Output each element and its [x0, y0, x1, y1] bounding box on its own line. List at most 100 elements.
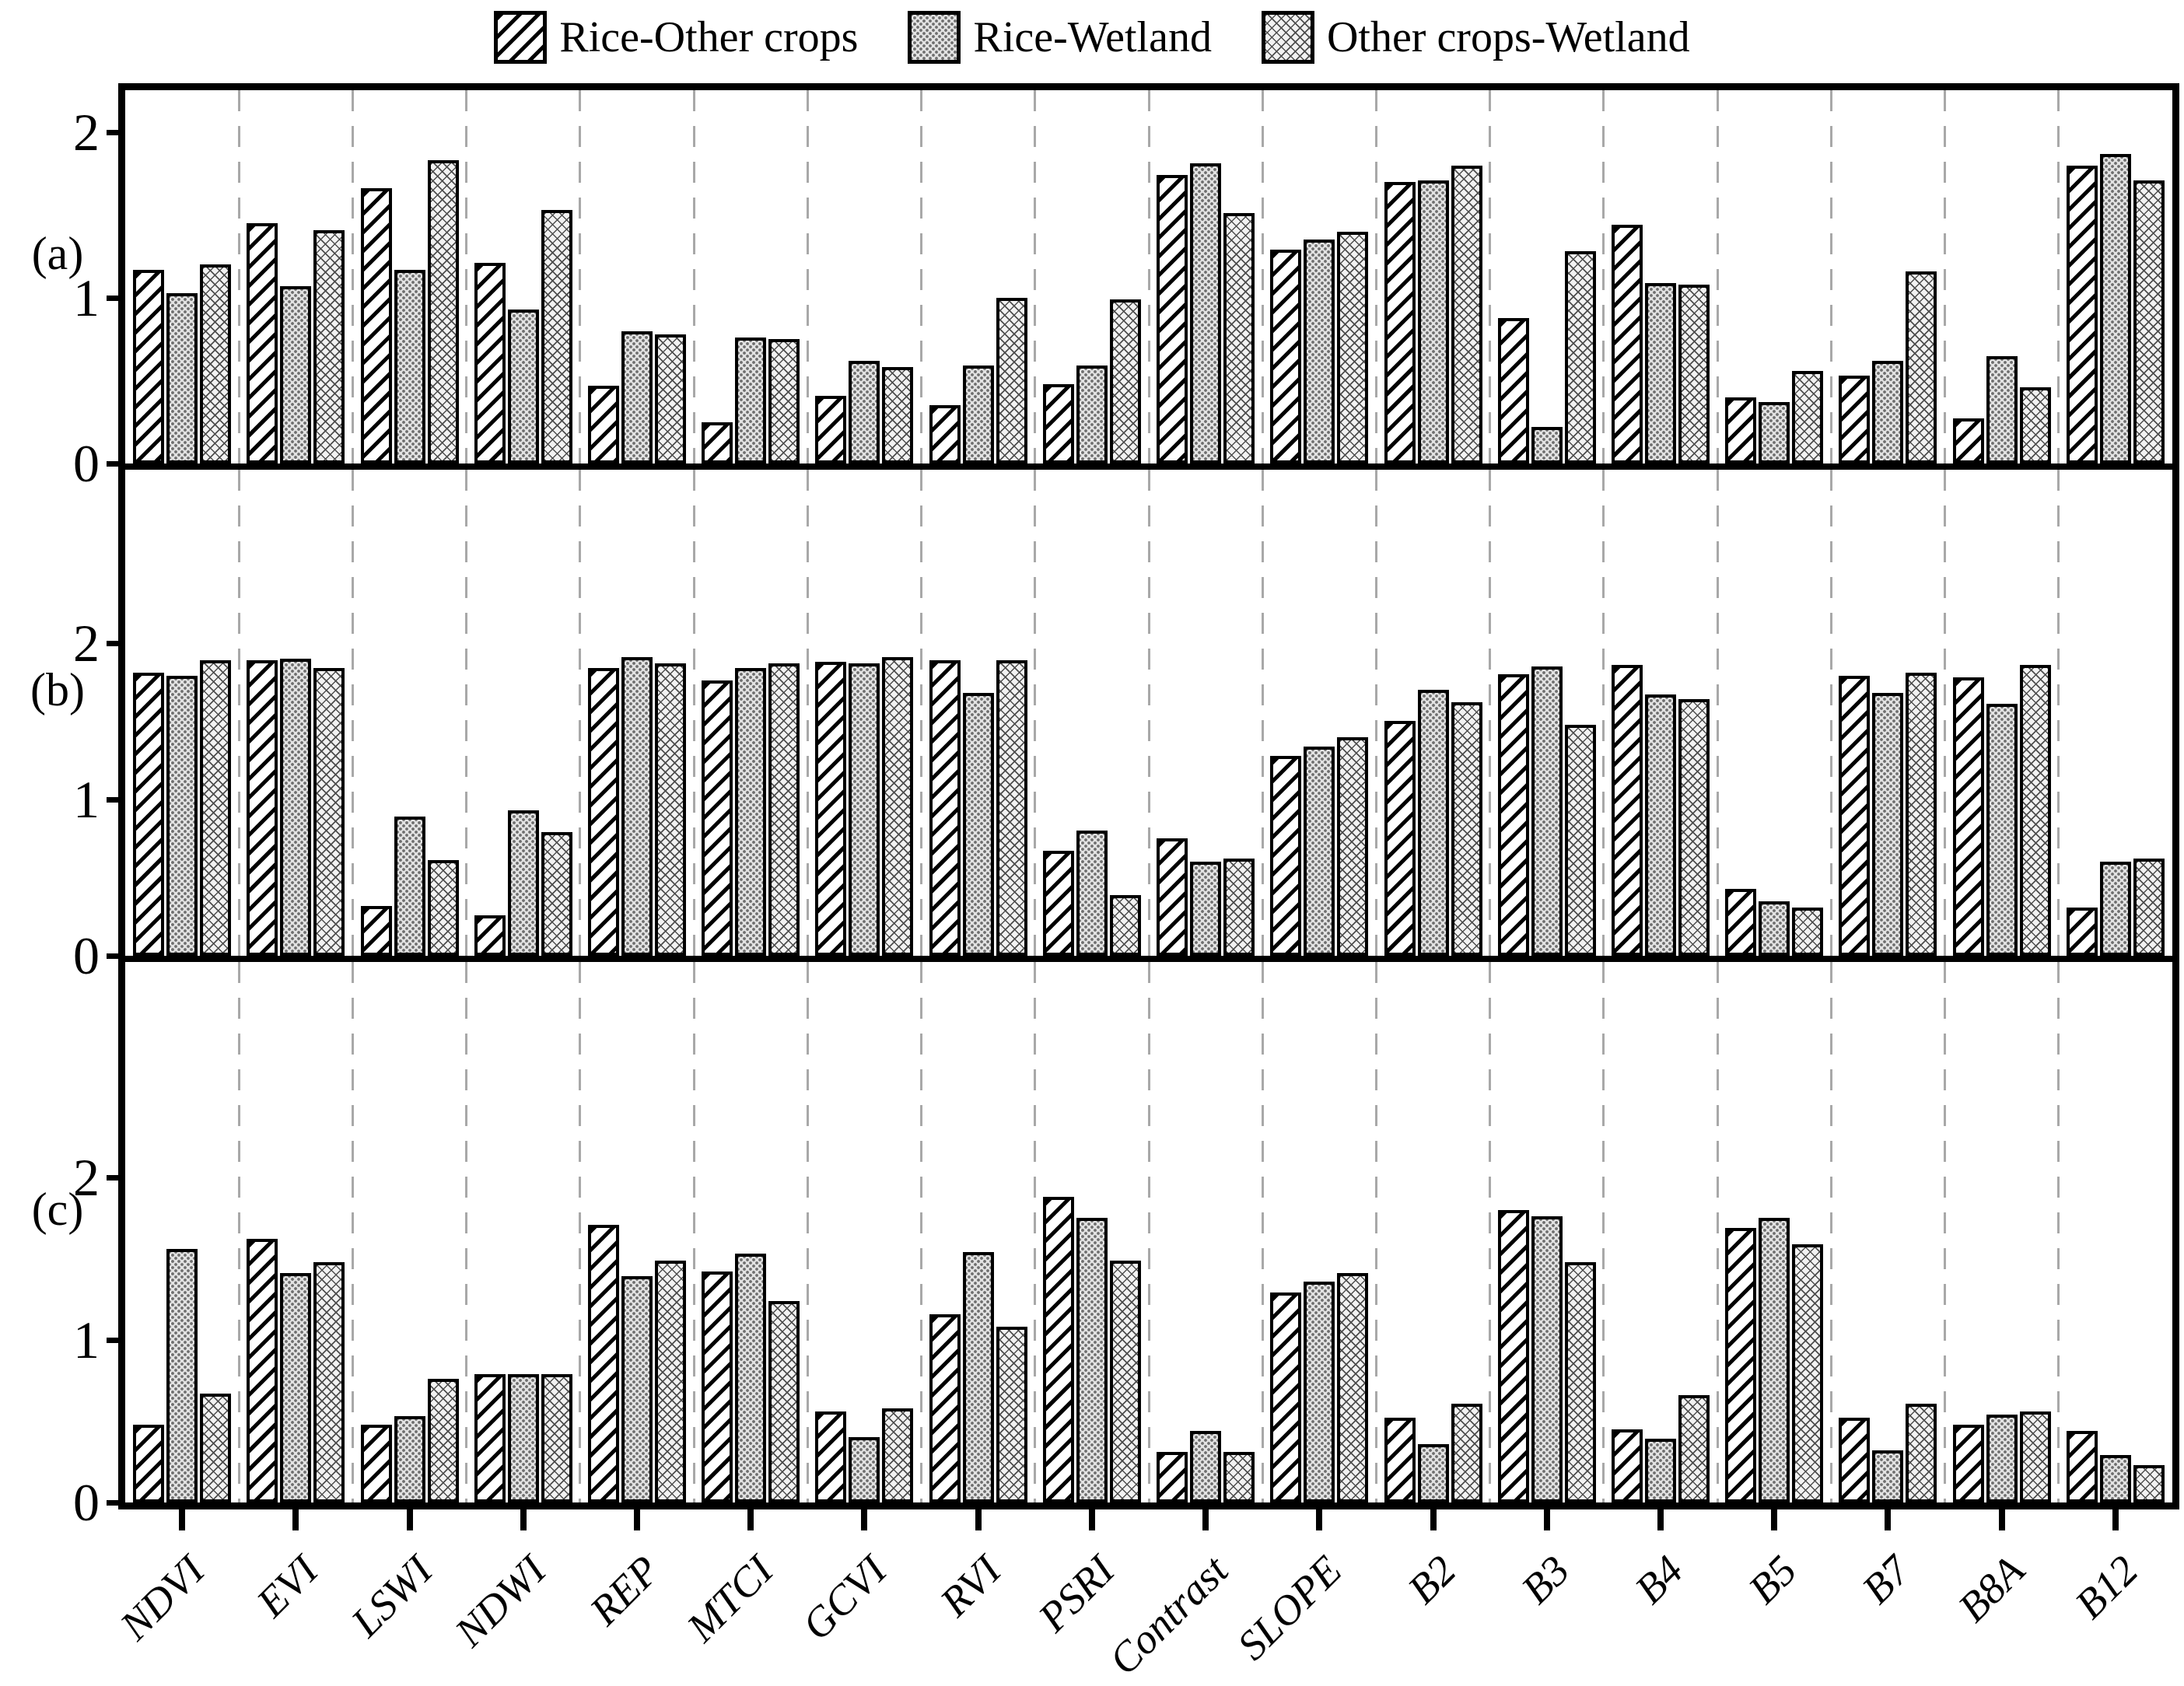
- bar-a-B12-other_wetland: [2133, 180, 2165, 463]
- legend-item-other-crops-wetland: Other crops-Wetland: [1261, 11, 1690, 64]
- x-tick: [1430, 1509, 1437, 1530]
- bar-c-B8A-rice_wetland: [1986, 1415, 2018, 1502]
- bar-a-SLOPE-other_wetland: [1337, 232, 1368, 463]
- bar-c-B5-rice_other: [1725, 1228, 1756, 1502]
- gridline: [1034, 470, 1037, 956]
- panel-label-a: (a): [31, 228, 84, 279]
- bar-a-SLOPE-rice_wetland: [1304, 240, 1335, 463]
- y-tick-label: 0: [73, 1473, 100, 1532]
- gridline: [1374, 962, 1377, 1502]
- bar-b-RVI-other_wetland: [996, 660, 1027, 956]
- bar-c-B3-rice_wetland: [1531, 1216, 1563, 1502]
- y-tick: [107, 797, 125, 803]
- gridline: [2057, 470, 2060, 956]
- bar-c-B5-rice_wetland: [1759, 1218, 1790, 1502]
- bar-a-MTCI-other_wetland: [768, 339, 800, 463]
- bar-b-B3-rice_wetland: [1531, 666, 1563, 956]
- gridline: [1261, 470, 1264, 956]
- x-tick: [634, 1509, 640, 1530]
- bar-a-PSRI-rice_other: [1043, 384, 1074, 463]
- bar-b-B8A-rice_other: [1953, 677, 1984, 956]
- gridline: [579, 962, 582, 1502]
- bar-a-B8A-rice_other: [1953, 418, 1984, 463]
- bar-c-B3-rice_other: [1498, 1210, 1529, 1502]
- y-tick-label: 0: [73, 926, 100, 985]
- bar-c-NDVI-other_wetland: [200, 1394, 231, 1502]
- y-tick: [107, 461, 125, 467]
- plot-frame: [118, 83, 2179, 1509]
- bar-b-B12-other_wetland: [2133, 859, 2165, 956]
- bar-b-GCVI-other_wetland: [882, 657, 913, 956]
- panel-label-c: (c): [31, 1183, 84, 1235]
- x-tick: [1657, 1509, 1664, 1530]
- bar-b-RVI-rice_other: [929, 660, 961, 956]
- bar-c-B2-rice_wetland: [1418, 1444, 1449, 1502]
- bar-b-NDVI-rice_other: [133, 673, 164, 956]
- bar-a-NDVI-rice_wetland: [166, 293, 198, 463]
- x-tick: [1088, 1509, 1095, 1530]
- y-tick: [107, 1175, 125, 1181]
- bar-a-B7-rice_other: [1839, 376, 1870, 463]
- bar-c-B7-rice_wetland: [1872, 1450, 1903, 1502]
- bar-c-SLOPE-rice_other: [1270, 1292, 1301, 1502]
- x-tick: [520, 1509, 527, 1530]
- panel-label-b: (b): [30, 663, 85, 715]
- gridline: [1716, 962, 1719, 1502]
- bar-b-Contrast-rice_wetland: [1190, 862, 1221, 956]
- bar-b-NDVI-rice_wetland: [166, 676, 198, 956]
- bar-a-EVI-other_wetland: [313, 230, 345, 463]
- gridline: [1944, 90, 1947, 463]
- bar-a-B2-other_wetland: [1451, 166, 1482, 463]
- bar-b-MTCI-other_wetland: [768, 663, 800, 956]
- bar-c-NDWI-rice_other: [474, 1374, 506, 1502]
- x-tick: [292, 1509, 299, 1530]
- bar-a-Contrast-rice_other: [1157, 175, 1188, 463]
- x-category-label-text: RVI: [930, 1546, 1010, 1625]
- x-category-label-text: MTCI: [677, 1546, 782, 1651]
- y-tick: [107, 1500, 125, 1506]
- bar-a-LSWI-rice_wetland: [394, 270, 425, 463]
- bar-a-PSRI-other_wetland: [1110, 299, 1141, 463]
- bar-a-B4-rice_wetland: [1645, 283, 1676, 463]
- bar-b-MTCI-rice_other: [702, 680, 733, 956]
- x-tick: [1771, 1509, 1778, 1530]
- x-tick: [1885, 1509, 1892, 1530]
- bar-b-B8A-other_wetland: [2020, 665, 2051, 956]
- bar-b-NDWI-rice_other: [474, 915, 506, 956]
- x-category-label-text: B2: [1398, 1546, 1465, 1613]
- bar-c-B4-other_wetland: [1678, 1395, 1710, 1502]
- bar-a-B12-rice_wetland: [2100, 154, 2131, 463]
- bar-c-RVI-rice_wetland: [963, 1252, 994, 1502]
- bar-c-REP-rice_wetland: [621, 1276, 653, 1502]
- bar-a-B7-other_wetland: [1906, 271, 1937, 463]
- gridline: [1944, 470, 1947, 956]
- bar-b-B12-rice_wetland: [2100, 862, 2131, 956]
- gridline: [1489, 470, 1492, 956]
- bar-c-NDWI-rice_wetland: [508, 1374, 539, 1502]
- legend-label: Other crops-Wetland: [1326, 13, 1690, 61]
- bar-c-B12-rice_wetland: [2100, 1455, 2131, 1502]
- bar-a-GCVI-other_wetland: [882, 367, 913, 463]
- bar-b-EVI-rice_other: [247, 660, 278, 956]
- bar-a-B8A-other_wetland: [2020, 387, 2051, 463]
- bar-b-NDWI-rice_wetland: [508, 810, 539, 956]
- gridline: [1829, 470, 1832, 956]
- legend-swatch-crosshatch-icon: [1261, 11, 1314, 64]
- y-tick: [107, 1338, 125, 1343]
- bar-a-NDVI-other_wetland: [200, 264, 231, 463]
- bar-b-B3-rice_other: [1498, 674, 1529, 956]
- gridline: [692, 90, 695, 463]
- bar-b-RVI-rice_wetland: [963, 693, 994, 956]
- x-category-label-text: B5: [1739, 1546, 1806, 1613]
- gridline: [1147, 90, 1150, 463]
- y-tick: [107, 953, 125, 959]
- x-category-label-text: Contrast: [1100, 1546, 1237, 1684]
- x-tick: [861, 1509, 868, 1530]
- y-tick-label: 2: [73, 1148, 100, 1207]
- bar-c-B5-other_wetland: [1792, 1244, 1823, 1502]
- gridline: [237, 470, 240, 956]
- x-tick: [2112, 1509, 2119, 1530]
- bar-c-B8A-rice_other: [1953, 1425, 1984, 1502]
- bar-c-LSWI-rice_wetland: [394, 1416, 425, 1502]
- bar-b-B5-rice_wetland: [1759, 901, 1790, 956]
